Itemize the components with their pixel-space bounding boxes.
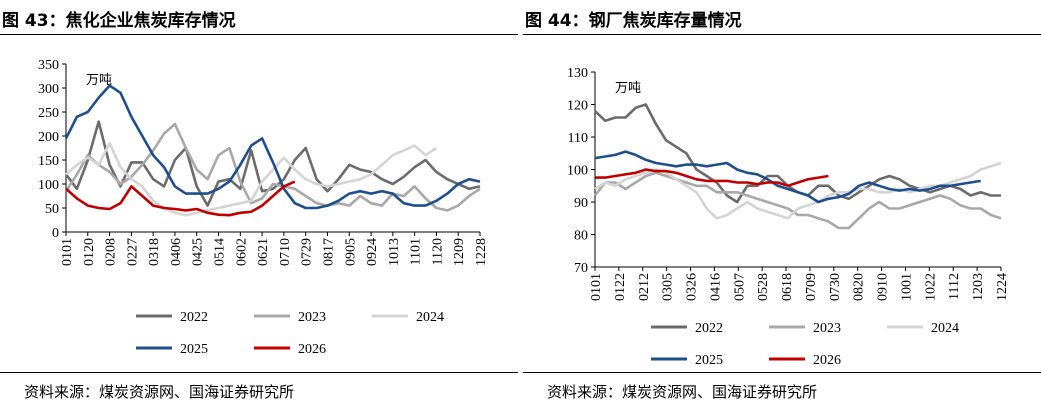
bottom-rule: [0, 372, 518, 373]
bottom-rule: [523, 372, 1041, 373]
x-tick-label: 0817: [321, 238, 336, 266]
x-tick-label: 0122: [613, 273, 628, 301]
legend-label-2025: 2025: [695, 353, 723, 368]
x-tick-label: 1120: [430, 238, 445, 265]
series-line-2026: [65, 180, 296, 217]
chart-title: 图 43：焦化企业焦炭库存情况: [2, 11, 236, 31]
x-tick-label: 0924: [365, 238, 380, 266]
top-rule: [0, 34, 518, 35]
x-tick-label: 1224: [995, 273, 1010, 301]
y-tick-label: 200: [38, 130, 59, 145]
y-tick-label: 70: [574, 261, 588, 276]
legend-label-2024: 2024: [931, 321, 959, 336]
series-line-2022: [64, 120, 481, 207]
legend-label-2023: 2023: [298, 310, 326, 325]
x-tick-label: 0905: [343, 238, 358, 266]
y-tick-label: 50: [45, 202, 59, 217]
x-tick-label: 0730: [828, 273, 843, 301]
x-tick-label: 0120: [82, 238, 97, 266]
panel-coke-inventory-steel-mills: 图 44：钢厂焦炭库存量情况 70 80 90 100 110 120 130 0101 012…: [523, 0, 1041, 414]
x-tick-label: 0507: [732, 273, 747, 301]
x-tick-label: 0820: [852, 273, 867, 301]
series-line-2023: [593, 171, 1002, 230]
x-tick-label: 0416: [708, 273, 723, 301]
x-tick-label: 0212: [637, 273, 652, 301]
series-line-2024: [65, 141, 438, 217]
y-tick-label: 0: [52, 226, 59, 241]
panel-coke-inventory-coking-plants: 图 43：焦化企业焦炭库存情况 0 50 100 150 200 250 300 350 010…: [0, 0, 518, 414]
y-tick-label: 80: [574, 229, 588, 244]
legend-label-2022: 2022: [695, 321, 723, 336]
legend-label-2024: 2024: [416, 310, 444, 325]
x-tick-label: 0710: [278, 238, 293, 266]
y-tick-label: 150: [38, 154, 59, 169]
series-line-2023: [64, 122, 481, 212]
x-tick-label: 1203: [971, 273, 986, 301]
x-tick-label: 0618: [780, 273, 795, 301]
legend-label-2022: 2022: [180, 310, 208, 325]
series-line-2022: [594, 103, 1001, 204]
x-tick-label: 0910: [876, 273, 891, 301]
y-tick-label: 100: [38, 178, 59, 193]
x-tick-label: 0318: [147, 238, 162, 266]
legend-label-2026: 2026: [813, 353, 841, 368]
x-tick-label: 1022: [923, 273, 938, 301]
y-tick-label: 350: [38, 58, 59, 73]
legend-label-2025: 2025: [180, 342, 208, 357]
y-tick-label: 130: [567, 66, 588, 81]
x-tick-label: 0305: [661, 273, 676, 301]
series-line-2025: [594, 150, 981, 204]
unit-label: 万吨: [615, 81, 641, 96]
y-tick-label: 100: [567, 164, 588, 179]
x-tick-label: 0208: [104, 238, 119, 266]
top-rule: [523, 34, 1041, 35]
x-tick-label: 0227: [125, 238, 140, 266]
x-tick-label: 1001: [899, 273, 914, 301]
series-line-2025: [64, 84, 481, 210]
x-tick-label: 0729: [300, 238, 315, 266]
source-note: 资料来源：煤炭资源网、国海证券研究所: [24, 383, 295, 401]
x-tick-label: 0528: [756, 273, 771, 301]
y-tick-label: 110: [568, 131, 588, 146]
chart-left: 0 50 100 150 200 250 300 350 0101 0120 0208 0227 031…: [38, 58, 489, 357]
x-tick-label: 1228: [474, 238, 489, 266]
unit-label: 万吨: [86, 73, 112, 88]
y-tick-label: 120: [567, 99, 588, 114]
x-tick-label: 0425: [191, 238, 206, 266]
x-tick-label: 1013: [387, 238, 402, 266]
series-line-2026: [595, 168, 829, 188]
x-tick-label: 0602: [234, 238, 249, 266]
y-tick-label: 300: [38, 82, 59, 97]
chart-title: 图 44：钢厂焦炭库存量情况: [525, 11, 742, 31]
x-tick-label: 0514: [213, 238, 228, 266]
x-tick-label: 1112: [947, 273, 962, 300]
legend-label-2026: 2026: [298, 342, 326, 357]
y-tick-label: 90: [574, 196, 588, 211]
x-tick-label: 1209: [452, 238, 467, 266]
x-tick-label: 0709: [804, 273, 819, 301]
x-tick-label: 0101: [60, 238, 75, 266]
x-tick-label: 0326: [685, 273, 700, 301]
y-tick-label: 250: [38, 106, 59, 121]
legend-label-2023: 2023: [813, 321, 841, 336]
x-tick-label: 0621: [256, 238, 271, 266]
x-tick-label: 0101: [589, 273, 604, 301]
x-tick-label: 0406: [169, 238, 184, 266]
x-tick-label: 1101: [409, 238, 424, 265]
chart-right: 70 80 90 100 110 120 130 0101 0122 0212 0305 0326 04…: [567, 66, 1010, 368]
source-note: 资料来源：煤炭资源网、国海证券研究所: [547, 383, 818, 401]
